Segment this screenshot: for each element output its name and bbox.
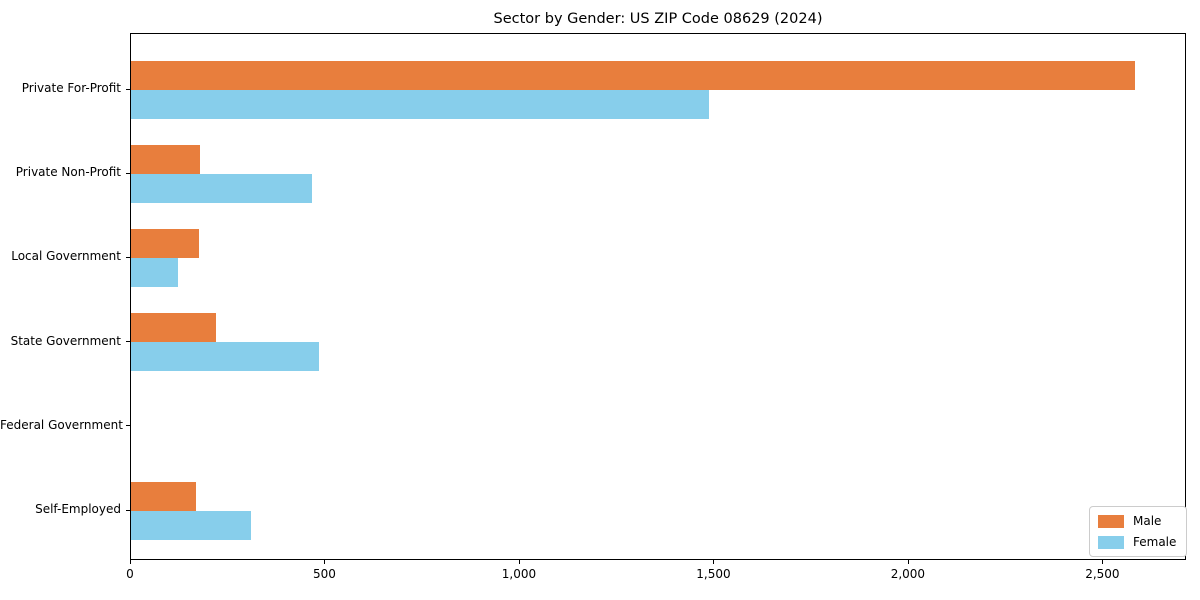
x-tick-mark-1,500 xyxy=(713,560,715,564)
bar-male-local-government xyxy=(131,228,199,258)
y-tick-label-local-government: Local Government xyxy=(11,249,121,264)
bar-male-private-for-profit xyxy=(131,60,1135,90)
bar-female-private-non-profit xyxy=(131,173,313,203)
legend-item-female: Female xyxy=(1098,535,1176,549)
chart-title: Sector by Gender: US ZIP Code 08629 (202… xyxy=(493,11,823,27)
bar-female-self-employed xyxy=(131,510,251,540)
bar-female-private-for-profit xyxy=(131,89,710,119)
x-tick-label-1,000: 1,000 xyxy=(501,567,537,581)
legend-swatch-female xyxy=(1098,535,1124,549)
y-tick-label-state-government: State Government xyxy=(10,333,121,348)
bar-male-private-non-profit xyxy=(131,144,201,174)
y-tick-label-private-for-profit: Private For-Profit xyxy=(21,81,121,95)
y-tick-label-private-non-profit: Private Non-Profit xyxy=(15,165,121,180)
x-tick-mark-1,000 xyxy=(518,560,520,564)
plot-area xyxy=(130,33,1186,560)
bar-female-local-government xyxy=(131,257,179,287)
y-tick-mark-private-non-profit xyxy=(126,172,130,174)
bar-male-self-employed xyxy=(131,481,196,511)
y-tick-mark-local-government xyxy=(126,256,130,258)
legend-swatch-male xyxy=(1098,514,1124,528)
x-tick-label-500: 500 xyxy=(313,567,336,581)
x-tick-label-2,500: 2,500 xyxy=(1085,567,1120,581)
x-tick-label-1,500: 1,500 xyxy=(696,567,731,581)
x-tick-mark-500 xyxy=(324,560,326,564)
y-tick-mark-self-employed xyxy=(126,509,130,511)
y-tick-mark-state-government xyxy=(126,341,130,343)
x-tick-label-0: 0 xyxy=(126,567,134,581)
legend-item-male: Male xyxy=(1098,514,1176,528)
x-tick-mark-2,000 xyxy=(907,560,909,564)
bar-female-state-government xyxy=(131,342,319,372)
y-tick-mark-private-for-profit xyxy=(126,88,130,90)
x-tick-label-2,000: 2,000 xyxy=(890,567,926,581)
legend-label-female: Female xyxy=(1133,535,1177,549)
legend-label-male: Male xyxy=(1133,514,1162,528)
legend: Male Female xyxy=(1089,506,1188,557)
x-tick-mark-0 xyxy=(130,560,131,564)
x-tick-mark-2,500 xyxy=(1102,560,1104,564)
y-tick-mark-federal-government xyxy=(126,425,130,427)
bar-male-state-government xyxy=(131,313,217,343)
y-tick-label-self-employed: Self-Employed xyxy=(35,502,121,516)
y-tick-label-federal-government: Federal Government xyxy=(0,417,123,432)
